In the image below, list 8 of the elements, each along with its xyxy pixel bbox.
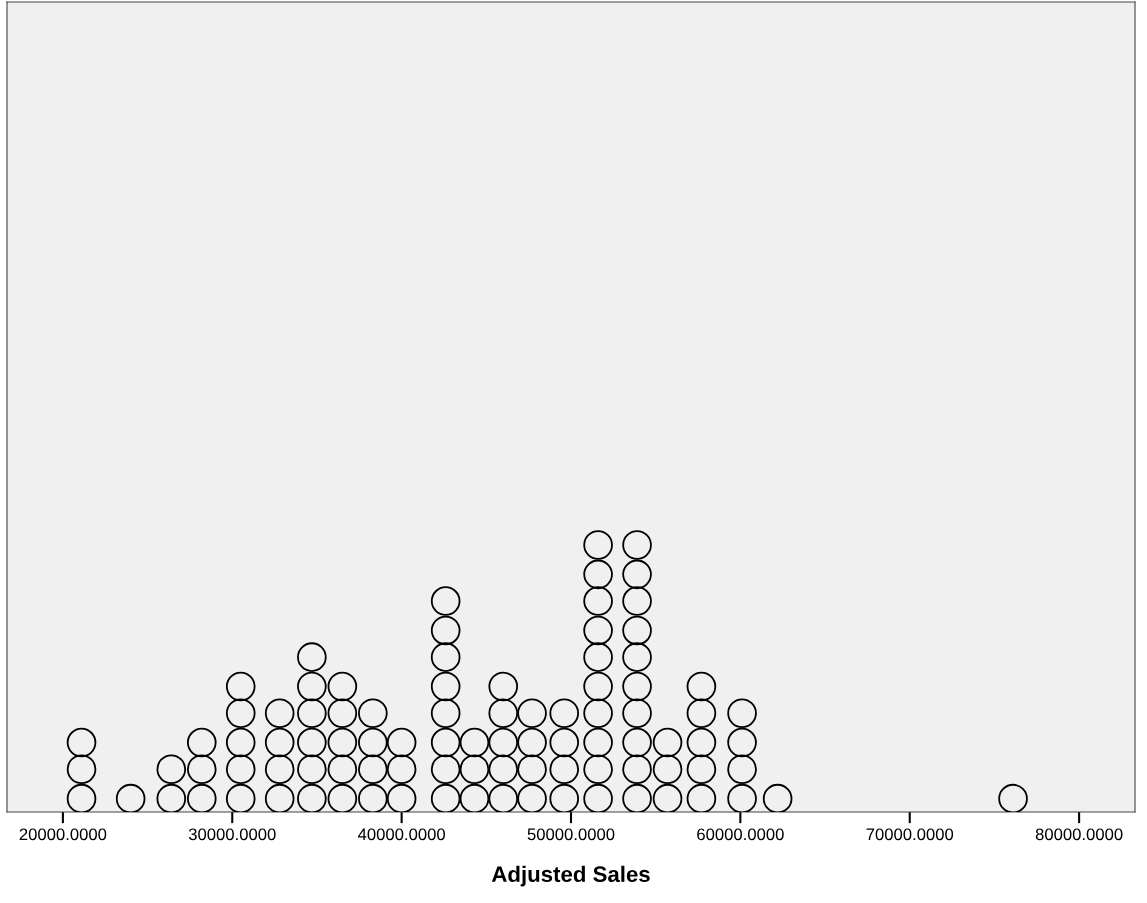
x-tick-label: 30000.0000 bbox=[188, 828, 276, 841]
x-axis-title: Adjusted Sales bbox=[491, 865, 650, 887]
x-tick-label: 80000.0000 bbox=[1035, 828, 1123, 841]
x-tick-label: 20000.0000 bbox=[19, 828, 107, 841]
x-tick-label: 40000.0000 bbox=[357, 828, 446, 841]
x-tick-label: 70000.0000 bbox=[866, 828, 954, 841]
x-tick-label: 60000.0000 bbox=[697, 828, 784, 841]
x-tick-label: 50000.0000 bbox=[527, 828, 615, 841]
